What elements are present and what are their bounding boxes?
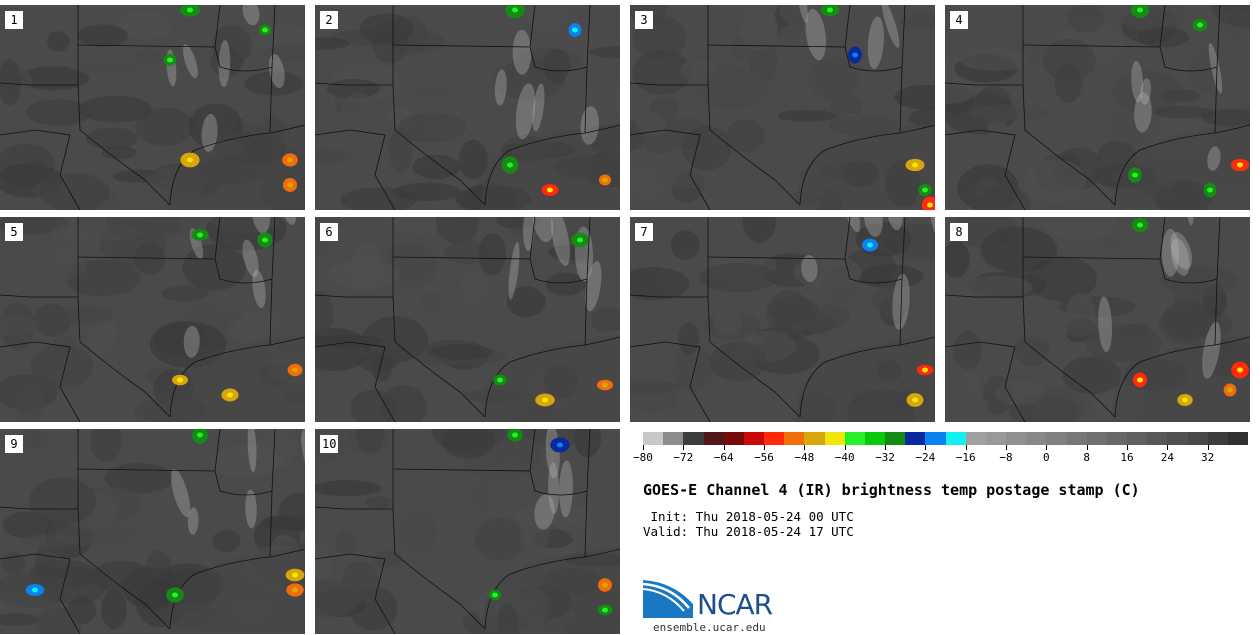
member-panel-1: 1: [0, 5, 305, 210]
member-label: 10: [320, 435, 339, 453]
colorbar-tick-label: −48: [794, 451, 815, 464]
colorbar-swatch: [1187, 432, 1209, 445]
colorbar-tick-label: −80: [633, 451, 653, 464]
colorbar-swatch: [643, 432, 664, 445]
satellite-map: [315, 429, 620, 634]
colorbar-tick-label: 32: [1201, 451, 1215, 464]
member-panel-3: 3: [630, 5, 935, 210]
colorbar-tick-label: −72: [673, 451, 694, 464]
colorbar-tick: [1127, 445, 1128, 450]
colorbar-tick: [764, 445, 765, 450]
colorbar-tick: [925, 445, 927, 450]
colorbar-swatch: [1086, 432, 1108, 445]
colorbar-tick: [1046, 445, 1048, 450]
satellite-map: [630, 217, 935, 422]
member-label: 1: [5, 11, 23, 29]
satellite-map: [0, 217, 305, 422]
colorbar-tick-label: 8: [1083, 451, 1090, 464]
colorbar-swatch: [985, 432, 1007, 445]
colorbar-swatch: [1066, 432, 1088, 445]
member-panel-8: 8: [945, 217, 1250, 422]
colorbar-tick-label: 16: [1120, 451, 1134, 464]
colorbar-swatch: [804, 432, 825, 445]
colorbar-swatch: [844, 432, 866, 445]
colorbar-tick: [1086, 445, 1088, 450]
colorbar-tick-label: −16: [955, 451, 976, 464]
colorbar-swatch: [1127, 432, 1148, 445]
member-panel-10: 10: [315, 429, 620, 634]
member-panel-7: 7: [630, 217, 935, 422]
member-label: 3: [635, 11, 653, 29]
colorbar-tick: [1207, 445, 1209, 450]
member-panel-2: 2: [315, 5, 620, 210]
colorbar-tick: [965, 445, 967, 450]
satellite-map: [0, 5, 305, 210]
member-label: 7: [635, 223, 653, 241]
colorbar-swatch: [1106, 432, 1128, 445]
colorbar-swatch: [784, 432, 805, 445]
ncar-logo: [643, 580, 693, 618]
colorbar-tick: [1006, 445, 1007, 450]
satellite-map: [945, 5, 1250, 210]
colorbar-tick: [885, 445, 886, 450]
figure-title: GOES-E Channel 4 (IR) brightness temp po…: [643, 481, 1140, 499]
colorbar-tick-label: −40: [834, 451, 855, 464]
member-label: 6: [320, 223, 338, 241]
colorbar: [643, 432, 1249, 445]
colorbar-tick-label: −24: [915, 451, 936, 464]
colorbar-swatch: [1006, 432, 1027, 445]
colorbar-swatch: [824, 432, 846, 445]
colorbar-swatch: [683, 432, 704, 445]
colorbar-swatch: [905, 432, 926, 445]
colorbar-swatch: [1167, 432, 1188, 445]
member-panel-9: 9: [0, 429, 305, 634]
member-label: 8: [950, 223, 968, 241]
colorbar-tick: [1167, 445, 1169, 450]
colorbar-swatch: [885, 432, 906, 445]
colorbar-swatch: [1147, 432, 1168, 445]
member-panel-4: 4: [945, 5, 1250, 210]
colorbar-swatch: [743, 432, 765, 445]
colorbar-swatch: [945, 432, 967, 445]
colorbar-tick-label: 24: [1160, 451, 1174, 464]
satellite-map: [945, 217, 1250, 422]
colorbar-tick-label: −64: [713, 451, 734, 464]
satellite-map: [315, 5, 620, 210]
colorbar-swatch: [764, 432, 785, 445]
colorbar-swatch: [1207, 432, 1229, 445]
colorbar-tick-label: −32: [875, 451, 895, 464]
colorbar-tick: [643, 445, 644, 450]
member-label: 2: [320, 11, 338, 29]
ncar-wordmark: NCAR: [697, 588, 773, 621]
colorbar-swatch: [1046, 432, 1067, 445]
colorbar-tick-label: 0: [1043, 451, 1050, 464]
colorbar-tick: [683, 445, 685, 450]
colorbar-tick-label: −8: [999, 451, 1013, 464]
colorbar-swatch: [1227, 432, 1249, 445]
colorbar-swatch: [965, 432, 987, 445]
valid-time: Valid: Thu 2018-05-24 17 UTC: [643, 524, 854, 539]
colorbar-swatch: [1026, 432, 1047, 445]
colorbar-tick: [804, 445, 806, 450]
colorbar-tick-label: −56: [754, 451, 774, 464]
member-label: 5: [5, 223, 23, 241]
colorbar-swatch: [703, 432, 725, 445]
member-label: 9: [5, 435, 23, 453]
colorbar-tick: [723, 445, 725, 450]
satellite-map: [0, 429, 305, 634]
site-url: ensemble.ucar.edu: [653, 621, 766, 634]
colorbar-swatch: [663, 432, 684, 445]
member-panel-6: 6: [315, 217, 620, 422]
satellite-map: [630, 5, 935, 210]
member-panel-5: 5: [0, 217, 305, 422]
init-time: Init: Thu 2018-05-24 00 UTC: [643, 509, 854, 524]
satellite-map: [315, 217, 620, 422]
colorbar-swatch: [925, 432, 946, 445]
colorbar-tick: [844, 445, 846, 450]
colorbar-swatch: [723, 432, 745, 445]
member-label: 4: [950, 11, 968, 29]
colorbar-swatch: [864, 432, 886, 445]
